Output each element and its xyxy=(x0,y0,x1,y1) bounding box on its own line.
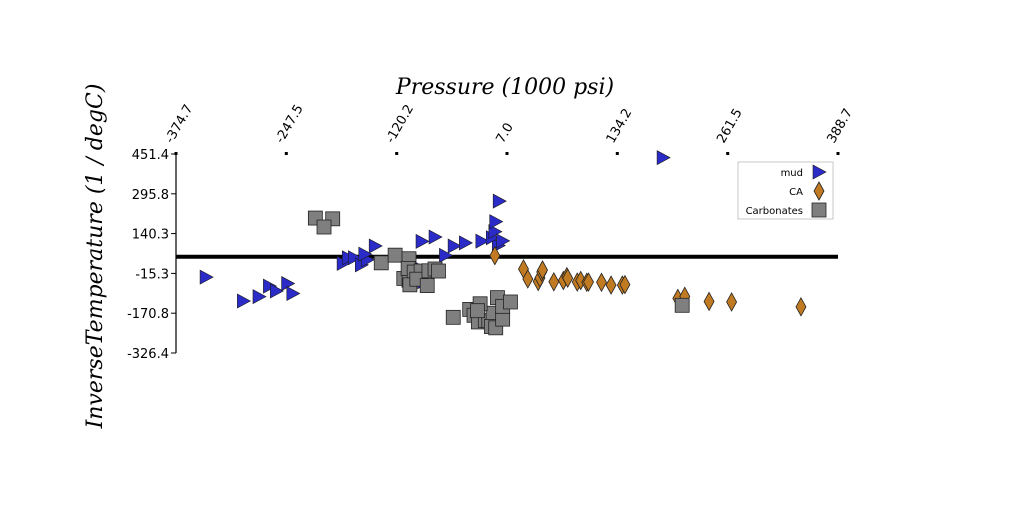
mud-point xyxy=(415,233,430,249)
carbonates-point xyxy=(373,255,389,271)
ca-point xyxy=(605,275,617,295)
carbonates-point xyxy=(495,311,511,327)
ca-point xyxy=(583,272,594,292)
mud-point xyxy=(447,238,462,254)
x-tick-label: 134.2 xyxy=(604,106,636,146)
legend-label: Carbonates xyxy=(746,206,803,217)
x-tick-mark xyxy=(505,152,509,155)
x-tick-label: -120.2 xyxy=(383,102,417,146)
mud-point xyxy=(263,278,278,294)
ca-point xyxy=(562,268,574,289)
legend-label: CA xyxy=(789,187,803,198)
x-tick-label: -247.5 xyxy=(273,102,307,146)
mud-point xyxy=(358,246,373,262)
y-tick-label: 140.3 xyxy=(132,228,169,243)
x-tick-label: 388.7 xyxy=(824,106,856,146)
mud-point xyxy=(252,289,267,305)
carbonates-point xyxy=(316,219,332,235)
x-tick-label: 261.5 xyxy=(714,106,746,146)
mud-point xyxy=(439,247,454,263)
mud-point xyxy=(428,229,443,245)
ca-point xyxy=(548,271,560,292)
legend-label: mud xyxy=(781,168,803,179)
x-tick-mark xyxy=(284,152,288,155)
carbonates-point xyxy=(431,263,446,279)
x-axis-title: Pressure (1000 psi) xyxy=(395,75,614,100)
mud-point xyxy=(348,250,363,266)
series-carbonates xyxy=(307,210,690,336)
legend-marker-ca xyxy=(813,181,825,201)
series-ca xyxy=(489,245,807,317)
mud-point xyxy=(489,214,504,230)
mud-point xyxy=(286,286,301,302)
y-axis-title: InverseTemperature (1 / degC) xyxy=(83,84,108,430)
ca-point xyxy=(795,297,807,317)
series-mud xyxy=(199,150,671,309)
y-tick-label: 451.4 xyxy=(132,148,169,163)
legend-marker-carbonates xyxy=(811,202,827,218)
carbonates-point xyxy=(674,297,690,313)
x-tick-mark xyxy=(836,152,840,155)
mud-point xyxy=(656,150,671,166)
y-tick-label: -170.8 xyxy=(127,307,169,322)
carbonates-point xyxy=(419,278,435,294)
x-tick-mark xyxy=(615,152,619,155)
carbonates-point xyxy=(387,247,403,263)
ca-point xyxy=(596,272,607,293)
y-tick-label: -326.4 xyxy=(127,347,169,362)
mud-point xyxy=(237,293,252,309)
carbonates-point xyxy=(445,309,461,325)
legend-marker-mud xyxy=(812,164,827,180)
x-tick-mark xyxy=(726,152,730,155)
ca-point xyxy=(726,292,738,312)
y-tick-label: 295.8 xyxy=(132,188,169,203)
legend: mud CA Carbonates xyxy=(737,161,834,220)
y-tick-label: -15.3 xyxy=(135,267,169,282)
mud-point xyxy=(199,269,214,285)
mud-point xyxy=(475,233,490,249)
ca-point xyxy=(537,260,549,280)
ca-point xyxy=(619,274,631,295)
mud-point xyxy=(492,193,507,209)
x-tick-label: -374.7 xyxy=(162,102,196,146)
carbonates-point xyxy=(470,303,485,319)
mud-point xyxy=(496,233,511,249)
mud-point xyxy=(459,235,474,251)
ca-point xyxy=(522,269,534,289)
ca-point xyxy=(489,245,501,266)
ca-point xyxy=(703,291,715,312)
data-points xyxy=(199,150,807,336)
carbonates-point xyxy=(503,294,518,310)
mud-point xyxy=(488,224,503,240)
x-tick-mark xyxy=(395,152,399,155)
mud-point xyxy=(270,283,284,299)
x-tick-label: 7.0 xyxy=(493,121,516,146)
mud-point xyxy=(368,238,383,254)
